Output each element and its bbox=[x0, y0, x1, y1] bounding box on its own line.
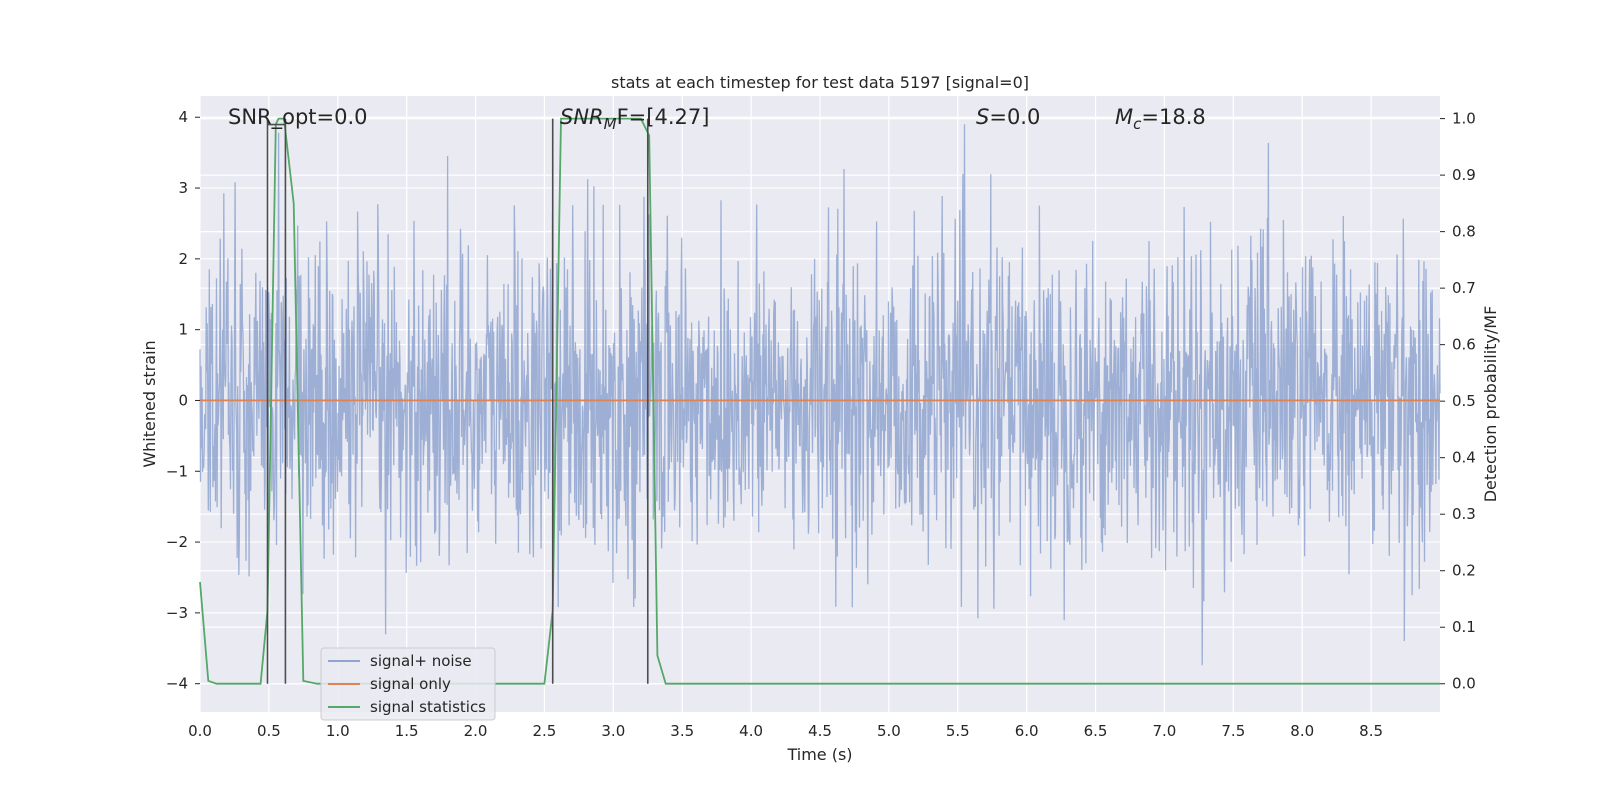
signal-noise-series bbox=[199, 124, 1441, 666]
tick-labels: 0.0 0.5 1.0 1.5 2.0 2.5 3.0 3.5 4.0 4.5 5.0 5.5 6.0 6… bbox=[166, 108, 1476, 740]
y-axis-label: Whitened strain bbox=[140, 340, 159, 467]
y-right-tick-label: 0.8 bbox=[1452, 223, 1476, 241]
signal-noise-line bbox=[199, 124, 1441, 666]
y-right-tick-label: 0.4 bbox=[1452, 449, 1476, 467]
s-annotation: S=0.0 bbox=[976, 105, 1040, 129]
y-tick-label: −1 bbox=[166, 462, 188, 480]
x-tick-label: 8.5 bbox=[1359, 722, 1383, 740]
snr-opt-annotation: SNR_opt=0.0 bbox=[228, 105, 368, 130]
y-right-tick-label: 0.6 bbox=[1452, 336, 1476, 354]
y-tick-label: −4 bbox=[166, 675, 188, 693]
x-tick-label: 4.0 bbox=[739, 722, 763, 740]
y-axis-right-label: Detection probability/MF bbox=[1481, 306, 1500, 503]
x-tick-label: 7.0 bbox=[1153, 722, 1177, 740]
snr-mf-subscript: M bbox=[604, 115, 617, 133]
legend-label-signal-statistics: signal statistics bbox=[370, 698, 486, 716]
signal-statistics-line bbox=[199, 117, 1440, 685]
snr-mf-main: SNR bbox=[560, 105, 604, 129]
x-tick-label: 3.0 bbox=[601, 722, 625, 740]
y-tick-label: 3 bbox=[178, 179, 188, 197]
snr-mf-rest: F=[4.27] bbox=[617, 105, 710, 129]
y-tick-label: 1 bbox=[178, 321, 188, 339]
mc-annotation: Mc=18.8 bbox=[1115, 105, 1206, 133]
chart-title: stats at each timestep for test data 519… bbox=[611, 73, 1029, 92]
mc-main: M bbox=[1115, 105, 1133, 129]
x-tick-label: 1.5 bbox=[395, 722, 419, 740]
x-tick-label: 5.5 bbox=[946, 722, 970, 740]
x-tick-label: 6.0 bbox=[1015, 722, 1039, 740]
y-tick-label: 0 bbox=[178, 391, 188, 409]
y-right-tick-label: 0.2 bbox=[1452, 562, 1476, 580]
mc-subscript: c bbox=[1133, 115, 1142, 133]
x-tick-label: 6.5 bbox=[1084, 722, 1108, 740]
y-right-tick-label: 0.5 bbox=[1452, 392, 1476, 410]
x-tick-label: 7.5 bbox=[1221, 722, 1245, 740]
y-tick-label: −3 bbox=[166, 604, 188, 622]
y-tick-label: 2 bbox=[178, 250, 188, 268]
x-tick-label: 2.5 bbox=[533, 722, 557, 740]
legend-box bbox=[320, 647, 496, 721]
y-right-tick-label: 0.9 bbox=[1452, 166, 1476, 184]
y-right-tick-label: 0.7 bbox=[1452, 279, 1476, 297]
y-right-tick-label: 0.1 bbox=[1452, 618, 1476, 636]
s-rest: =0.0 bbox=[989, 105, 1040, 129]
x-tick-label: 0.5 bbox=[257, 722, 281, 740]
x-tick-label: 4.5 bbox=[808, 722, 832, 740]
legend-label-signal-noise: signal+ noise bbox=[370, 652, 472, 670]
y-tick-label: 4 bbox=[178, 108, 188, 126]
y-right-tick-label: 0.0 bbox=[1452, 675, 1476, 693]
y-right-tick-label: 0.3 bbox=[1452, 505, 1476, 523]
x-tick-label: 2.0 bbox=[464, 722, 488, 740]
x-tick-label: 3.5 bbox=[670, 722, 694, 740]
y-tick-label: −2 bbox=[166, 533, 188, 551]
x-axis-label: Time (s) bbox=[786, 745, 852, 764]
signal-statistics-series bbox=[199, 117, 1440, 685]
y-right-tick-label: 1.0 bbox=[1452, 110, 1476, 128]
x-tick-label: 1.0 bbox=[326, 722, 350, 740]
x-tick-label: 8.0 bbox=[1290, 722, 1314, 740]
legend: signal+ noise signal only signal statist… bbox=[320, 647, 496, 721]
s-main: S bbox=[976, 105, 989, 129]
snr-mf-annotation: SNRMF=[4.27] bbox=[560, 105, 709, 133]
x-tick-label: 5.0 bbox=[877, 722, 901, 740]
legend-label-signal-only: signal only bbox=[370, 675, 451, 693]
mc-rest: =18.8 bbox=[1141, 105, 1205, 129]
x-tick-label: 0.0 bbox=[188, 722, 212, 740]
marker-lines bbox=[266, 118, 649, 684]
